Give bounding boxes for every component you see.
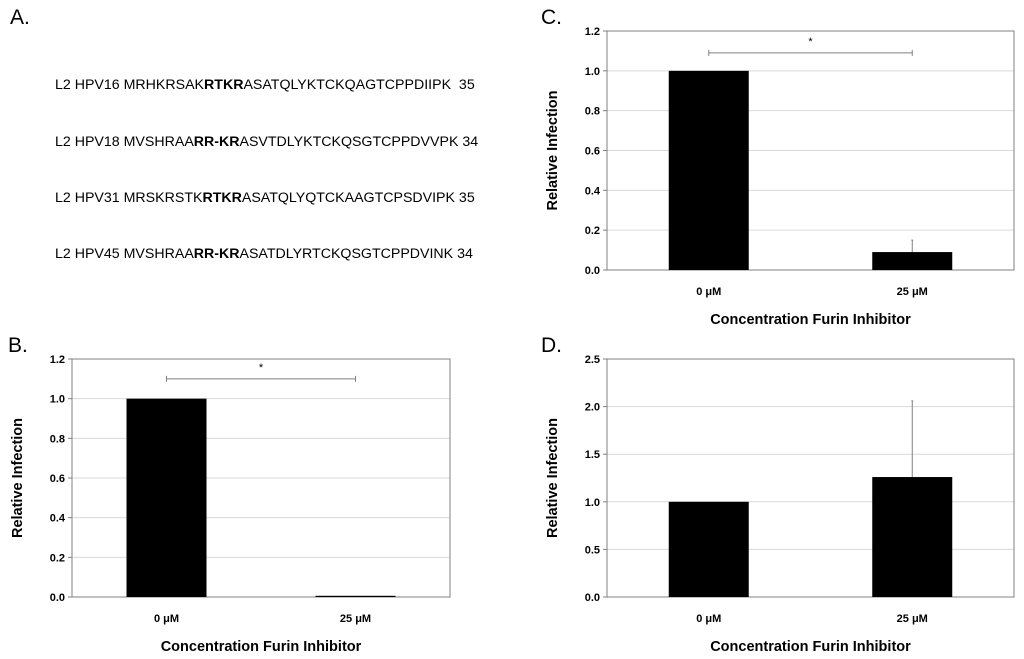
- furin-site: RR-KR: [193, 133, 240, 150]
- y-tick-label: 0.2: [585, 225, 600, 237]
- sequence-suffix: ASATQLYQTCKAAGTCPSDVIPK 35: [241, 189, 475, 206]
- sequence-line-hpv45: L2 HPV45 MVSHRAARR-KRASATDLYRTCKQSGTCPPD…: [55, 245, 478, 264]
- y-tick-label: 0.0: [585, 265, 600, 277]
- sequence-line-hpv31: L2 HPV31 MRSKRSTKRTKRASATQLYQTCKAAGTCPSD…: [55, 189, 478, 208]
- furin-site: RTKR: [204, 77, 244, 94]
- y-tick-label: 0.0: [50, 592, 65, 604]
- y-axis-title: Relative Infection: [545, 418, 561, 538]
- panel-d-letter: D.: [541, 334, 562, 357]
- bar-1: [668, 501, 749, 597]
- significance-star: *: [808, 36, 813, 48]
- plot-frame: [71, 358, 451, 598]
- y-tick-label: 0.6: [50, 473, 65, 485]
- panel-a-letter: A.: [10, 6, 30, 29]
- y-tick-label: 1.0: [585, 66, 600, 78]
- chart-d: 0.0 0.5 1.0 1.5 2.0 2.5 0 μM 25 μM Concentration…: [545, 354, 1015, 655]
- y-tick-label: 0.4: [585, 185, 601, 197]
- y-tick-label: 0.4: [50, 513, 66, 525]
- bar-2: [315, 595, 396, 597]
- y-tick-label: 0.5: [585, 544, 600, 556]
- y-tick-label: 0.8: [585, 106, 600, 118]
- x-category-label: 25 μM: [897, 286, 928, 298]
- sequence-line-hpv18: L2 HPV18 MVSHRAARR-KRASVTDLYKTCKQSGTCPPD…: [55, 133, 478, 152]
- sequence-suffix: ASATQLYKTCKQAGTCPPDIIPK 35: [243, 77, 475, 94]
- panel-b-letter: B.: [8, 334, 28, 357]
- sequence-prefix: L2 HPV18 MVSHRAA: [55, 133, 194, 150]
- chart-c: 0.0 0.2 0.4 0.6 0.8 1.0 1.2 0 μM 25 μM * Concentra…: [545, 26, 1015, 328]
- chart-b: 0.0 0.2 0.4 0.6 0.8 1.0 1.2 0 μM 25 μM * Concentra…: [10, 354, 451, 655]
- x-axis-title: Concentration Furin Inhibitor: [710, 639, 911, 655]
- y-tick-label: 1.2: [585, 26, 600, 38]
- bar-2: [872, 252, 953, 270]
- y-tick-label: 0.2: [50, 552, 65, 564]
- y-axis-title: Relative Infection: [10, 418, 26, 538]
- bar-1: [668, 70, 749, 270]
- y-tick-label: 0.8: [50, 433, 65, 445]
- furin-site: RTKR: [202, 189, 242, 206]
- plot-frame: [606, 30, 1015, 271]
- sequence-prefix: L2 HPV45 MVSHRAA: [55, 245, 194, 262]
- y-tick-label: 1.0: [50, 394, 65, 406]
- y-tick-label: 2.5: [585, 354, 600, 366]
- bar-2: [872, 477, 953, 597]
- sequence-prefix: L2 HPV16 MRHKRSAK: [55, 77, 205, 94]
- sequence-suffix: ASATDLYRTCKQSGTCPPDVINK 34: [239, 245, 473, 262]
- x-category-label: 0 μM: [696, 613, 721, 625]
- y-tick-label: 0.0: [585, 592, 600, 604]
- x-category-label: 25 μM: [340, 613, 371, 625]
- y-tick-label: 0.6: [585, 146, 600, 158]
- sequence-line-hpv16: L2 HPV16 MRHKRSAKRTKRASATQLYKTCKQAGTCPPD…: [55, 76, 478, 95]
- plot-frame: [606, 358, 1015, 598]
- x-axis-title: Concentration Furin Inhibitor: [710, 312, 911, 328]
- furin-site: RR-KR: [193, 245, 240, 262]
- bar-1: [126, 398, 207, 597]
- y-axis-title: Relative Infection: [545, 90, 561, 210]
- x-axis-title: Concentration Furin Inhibitor: [161, 639, 362, 655]
- panel-c-letter: C.: [541, 6, 562, 29]
- sequence-suffix: ASVTDLYKTCKQSGTCPPDVVPK 34: [239, 133, 479, 150]
- y-tick-label: 2.0: [585, 402, 600, 414]
- significance-star: *: [259, 362, 264, 374]
- x-category-label: 25 μM: [897, 613, 928, 625]
- sequence-prefix: L2 HPV31 MRSKRSTK: [55, 189, 203, 206]
- sequence-alignment: L2 HPV16 MRHKRSAKRTKRASATQLYKTCKQAGTCPPD…: [55, 39, 478, 282]
- x-category-label: 0 μM: [696, 286, 721, 298]
- x-category-label: 0 μM: [154, 613, 179, 625]
- y-tick-label: 1.2: [50, 354, 65, 366]
- y-tick-label: 1.0: [585, 497, 600, 509]
- y-tick-label: 1.5: [585, 449, 600, 461]
